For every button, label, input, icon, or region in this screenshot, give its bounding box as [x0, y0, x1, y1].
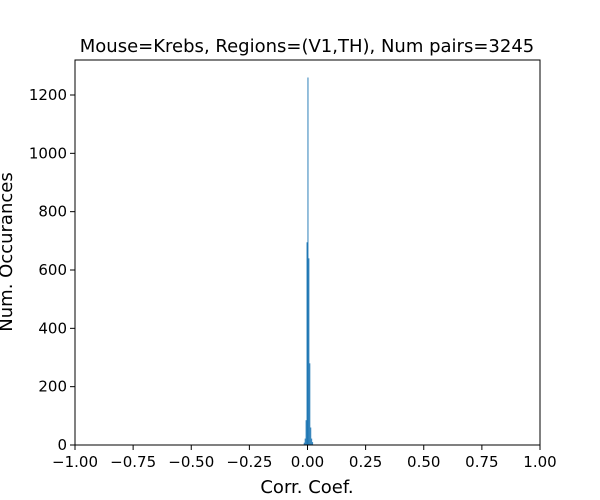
- histogram-bar-4: [307, 77, 309, 445]
- histogram-bar-5: [308, 258, 310, 445]
- y-tick-label: 400: [38, 319, 67, 337]
- histogram-bar-8: [311, 438, 313, 445]
- x-tick-label: −1.00: [52, 453, 98, 471]
- histogram-bar-9: [312, 442, 314, 445]
- x-axis-label: Corr. Coef.: [260, 477, 353, 498]
- chart-title: Mouse=Krebs, Regions=(V1,TH), Num pairs=…: [80, 36, 534, 57]
- histogram-bar-2: [305, 420, 307, 445]
- histogram-bar-7: [310, 427, 312, 445]
- y-tick-label: 800: [38, 203, 67, 221]
- histogram-bars: [303, 77, 314, 445]
- x-tick-label: 0.25: [349, 453, 382, 471]
- x-tick-label: 0.00: [291, 453, 324, 471]
- y-tick-label: 200: [38, 378, 67, 396]
- histogram-bar-0: [303, 442, 305, 445]
- histogram-bar-6: [309, 363, 311, 445]
- x-tick-label: −0.50: [168, 453, 214, 471]
- y-tick-label: 1000: [29, 144, 67, 162]
- histogram-bar-3: [306, 242, 308, 445]
- y-tick-label: 600: [38, 261, 67, 279]
- y-axis-ticks: 0 200 400 600 800 1000 1200: [29, 86, 75, 454]
- x-tick-label: 1.00: [523, 453, 556, 471]
- x-tick-label: 0.75: [465, 453, 498, 471]
- y-axis-label: Num. Occurances: [0, 172, 17, 331]
- histogram-bar-1: [304, 438, 306, 445]
- x-tick-label: 0.50: [407, 453, 440, 471]
- x-tick-label: −0.25: [226, 453, 272, 471]
- x-axis-ticks: −1.00 −0.75 −0.50 −0.25 0.00 0.25 0.50 0.75 1.00: [52, 445, 557, 471]
- x-tick-label: −0.75: [110, 453, 156, 471]
- y-tick-label: 0: [57, 436, 67, 454]
- y-tick-label: 1200: [29, 86, 67, 104]
